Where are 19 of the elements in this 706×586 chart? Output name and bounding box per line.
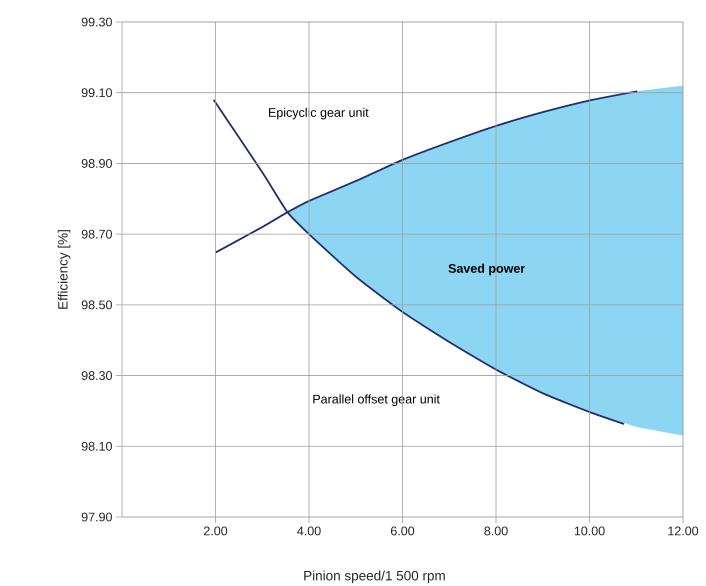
y-tick-label: 98.70 — [82, 230, 112, 239]
y-tick-label: 98.10 — [82, 442, 112, 451]
annotation: Parallel offset gear unit — [313, 394, 440, 406]
x-axis-title: Pinion speed/1 500 rpm — [304, 570, 445, 584]
y-tick-label: 98.30 — [82, 371, 112, 380]
x-tick-label: 12.00 — [668, 526, 698, 536]
y-tick-label: 98.90 — [82, 159, 112, 168]
annotation: Epicyclic gear unit — [269, 108, 369, 120]
x-tick-label: 10.00 — [574, 526, 605, 536]
annotation: Saved power — [448, 264, 526, 276]
x-tick-label: 4.00 — [297, 526, 321, 536]
y-tick-label: 97.90 — [82, 512, 112, 522]
y-tick-label: 98.50 — [82, 300, 112, 310]
y-tick-label: 99.30 — [82, 18, 112, 26]
y-tick-label: 99.10 — [82, 88, 112, 98]
x-tick-label: 8.00 — [484, 526, 508, 536]
x-tick-label: 2.00 — [204, 526, 228, 536]
y-axis-title: Efficiency [%] — [58, 230, 70, 309]
x-tick-label: 6.00 — [390, 526, 414, 536]
